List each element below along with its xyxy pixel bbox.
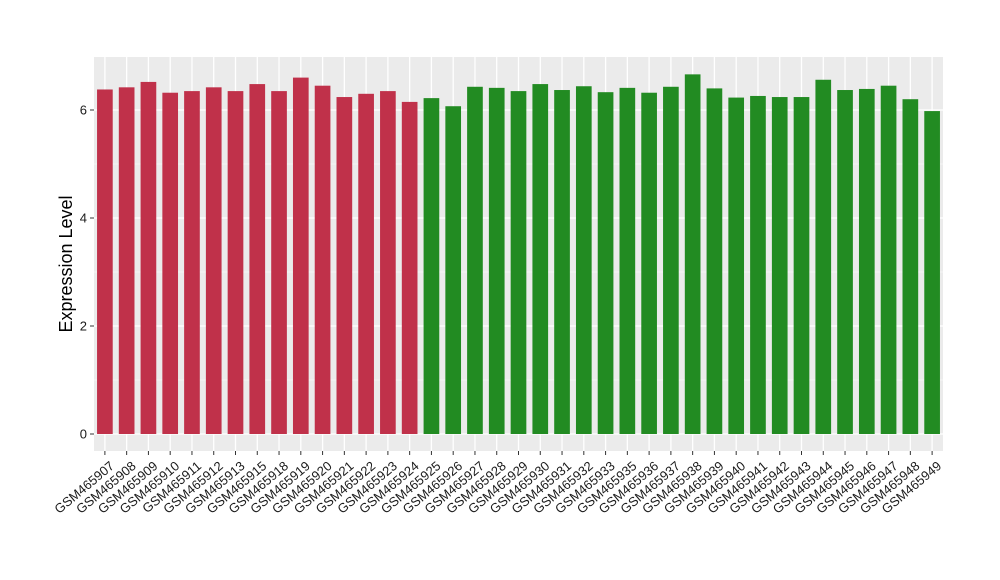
bar-gsm465925 [423,98,440,435]
bar-gsm465928 [488,87,505,435]
bar-gsm465926 [445,106,462,434]
bar-gsm465930 [532,84,549,434]
bar-gsm465918 [271,91,287,434]
bar-gsm465911 [184,91,200,434]
bar-gsm465940 [728,97,745,434]
bar-gsm465941 [750,95,766,435]
bar-gsm465922 [358,93,374,435]
bar-gsm465927 [467,86,483,434]
bar-gsm465907 [97,89,113,434]
bar-gsm465921 [336,97,353,434]
bar-gsm465910 [162,92,179,434]
bar-gsm465933 [597,92,614,435]
y-tick-label: 6 [80,103,87,118]
y-axis-title: Expression Level [56,195,76,332]
bar-gsm465938 [684,74,701,435]
y-tick-label: 2 [80,319,87,334]
bar-gsm465937 [663,86,679,434]
bar-gsm465945 [837,90,853,435]
bar-gsm465946 [858,88,875,434]
bar-gsm465931 [554,90,570,435]
bar-gsm465932 [575,86,592,435]
bar-gsm465908 [118,87,135,434]
bar-gsm465942 [771,97,788,434]
bar-gsm465935 [619,87,636,435]
bar-gsm465920 [314,85,331,434]
bar-gsm465939 [706,88,723,435]
bar-gsm465936 [641,92,657,434]
bar-gsm465929 [510,91,527,434]
bar-gsm465948 [902,99,919,434]
bar-gsm465943 [793,97,810,434]
x-axis: GSM465907GSM465908GSM465909GSM465910GSM4… [51,451,944,517]
bars [97,74,940,435]
y-tick-label: 4 [80,211,87,226]
bar-gsm465924 [401,101,418,435]
bar-gsm465923 [380,91,396,434]
bar-gsm465909 [140,81,157,435]
bar-gsm465949 [924,111,940,434]
bar-gsm465919 [292,77,309,434]
y-axis: 0 2 4 6 [80,103,94,442]
bar-gsm465947 [880,85,897,434]
bar-gsm465944 [815,79,832,434]
bar-gsm465915 [249,84,266,434]
bar-gsm465913 [227,91,244,434]
y-tick-label: 0 [80,427,87,442]
bar-gsm465912 [205,87,222,434]
